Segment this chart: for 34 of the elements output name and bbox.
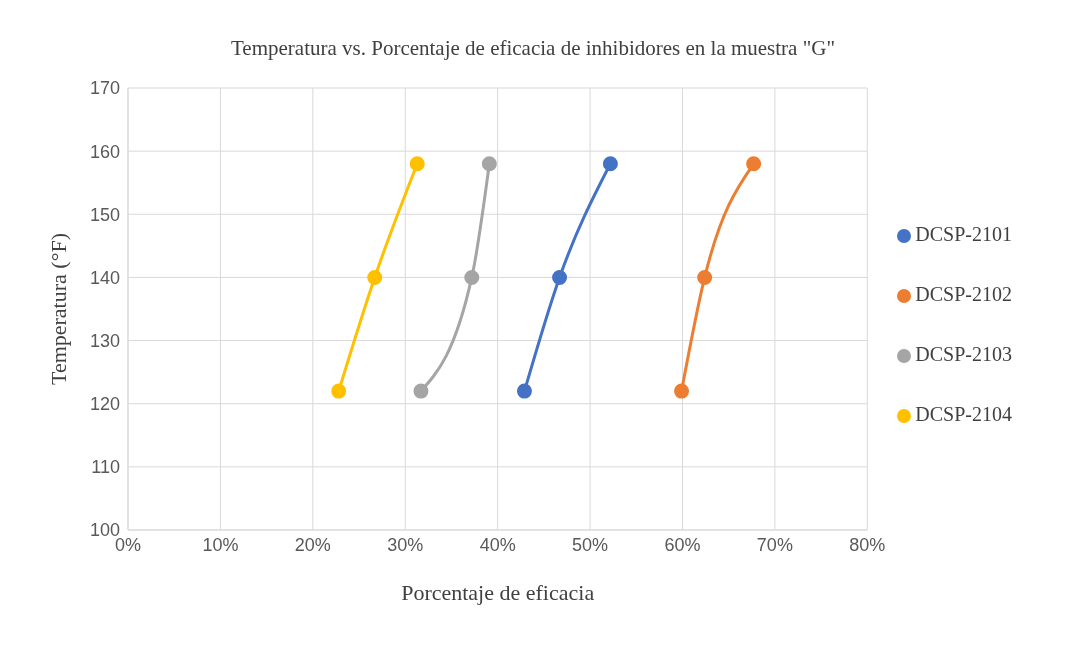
point: [367, 269, 383, 285]
y-tick-label: 150: [89, 204, 120, 225]
point: [697, 269, 713, 285]
point: [552, 269, 568, 285]
x-tick-label: 80%: [849, 534, 886, 555]
point: [481, 156, 497, 172]
point: [409, 156, 425, 172]
legend-label: DCSP-2103: [915, 343, 1012, 365]
y-tick-label: 170: [89, 78, 120, 99]
y-tick-label: 110: [91, 457, 120, 478]
legend-label: DCSP-2102: [915, 283, 1012, 305]
x-tick-label: 50%: [572, 534, 609, 555]
point: [602, 156, 618, 172]
point: [413, 383, 429, 399]
chart-title: Temperatura vs. Porcentaje de eficacia de inhibidores en la muestra "G": [230, 36, 836, 61]
y-axis-title: Temperatura (°F): [45, 232, 71, 386]
point: [746, 156, 762, 172]
point: [464, 269, 480, 285]
point: [516, 383, 532, 399]
x-tick-label: 60%: [664, 534, 701, 555]
legend-label: DCSP-2101: [915, 223, 1012, 245]
y-tick-label: 140: [89, 267, 120, 288]
y-tick-label: 120: [89, 394, 120, 415]
point: [331, 383, 347, 399]
y-tick-label: 160: [89, 141, 120, 162]
x-tick-label: 30%: [387, 534, 424, 555]
x-tick-label: 10%: [202, 534, 239, 555]
x-tick-label: 40%: [479, 534, 516, 555]
x-tick-label: 20%: [294, 534, 331, 555]
x-axis-title: Porcentaje de eficacia: [401, 580, 595, 605]
legend-label: DCSP-2104: [915, 403, 1012, 425]
y-tick-label: 130: [89, 330, 120, 351]
x-tick-label: 70%: [756, 534, 793, 555]
point: [674, 383, 690, 399]
